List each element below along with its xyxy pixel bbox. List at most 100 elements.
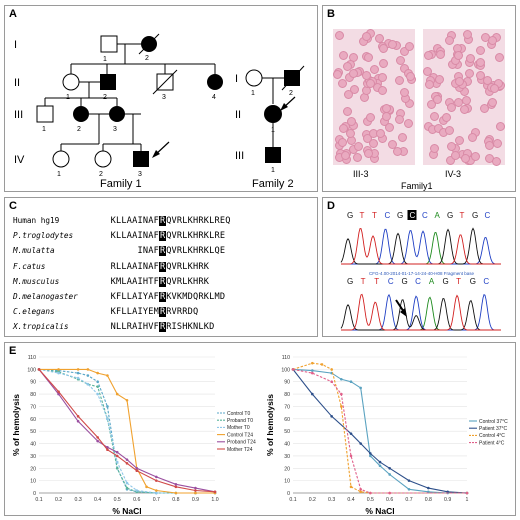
data-point — [57, 368, 60, 371]
data-point — [311, 371, 314, 375]
data-point — [135, 466, 139, 470]
generation-label: IV — [14, 154, 25, 166]
red-cell — [382, 104, 392, 114]
red-cell — [427, 100, 437, 110]
red-cell — [369, 138, 379, 148]
red-cell — [454, 136, 464, 146]
proband-arrow-icon — [152, 141, 170, 158]
data-point — [369, 491, 372, 495]
red-cell — [444, 125, 454, 135]
base-call: A — [435, 211, 441, 220]
data-point — [359, 386, 362, 390]
data-point — [349, 454, 353, 458]
data-point — [155, 475, 158, 479]
red-cell — [435, 49, 445, 59]
base-call: C — [385, 211, 391, 220]
base-call: G — [397, 211, 403, 220]
base-call: T — [361, 277, 366, 286]
conserved-residue: R — [159, 307, 167, 318]
alignment-row: Human hg19 KLLAAINAFRQVRLKHRKLREQ — [13, 215, 230, 230]
y-tick-label: 60 — [30, 417, 36, 423]
red-cell — [338, 137, 348, 147]
data-point — [330, 368, 333, 371]
series-line — [38, 369, 216, 493]
red-cell — [361, 70, 371, 80]
red-cell — [361, 32, 371, 42]
red-cell — [445, 36, 455, 46]
red-cell — [479, 103, 489, 113]
individual-number: 3 — [162, 94, 166, 101]
red-cell — [487, 36, 497, 46]
x-tick-label: 0.2 — [309, 497, 316, 503]
panel-b-label: B — [327, 8, 335, 20]
base-call: C — [415, 277, 421, 286]
individual-number: 1 — [57, 171, 61, 178]
data-point — [145, 485, 148, 489]
data-point — [125, 462, 129, 465]
panel-a-pedigree: A — [4, 5, 318, 192]
data-point — [311, 369, 314, 372]
individual-number: 2 — [103, 94, 107, 101]
individual-number: 4 — [212, 94, 216, 101]
data-point — [213, 490, 217, 494]
y-tick-label: 80 — [30, 392, 36, 398]
species-name: M.mulatta — [13, 246, 55, 256]
x-tick-label: 0.9 — [192, 497, 199, 503]
data-point — [378, 460, 382, 464]
y-axis-label: % of hemolysis — [265, 394, 275, 456]
data-point — [359, 487, 362, 491]
pedigree-female-unaffected — [94, 150, 112, 168]
base-call: T — [372, 211, 377, 220]
panel-c-alignment: C Human hg19 KLLAAINAFRQVRLKHRKLREQ P.trog… — [4, 197, 318, 337]
base-call: T — [374, 277, 379, 286]
sequence-prefix: RLLAAINAF — [110, 261, 159, 272]
sequence-suffix: KVKMDQRKLMD — [166, 292, 226, 302]
x-tick-label: 0.2 — [55, 497, 62, 503]
red-cell — [425, 79, 435, 89]
red-cell — [349, 68, 359, 78]
family2-caption: Family 2 — [252, 178, 294, 190]
red-cell — [476, 57, 486, 67]
panel-b-blood-smears: B III-3 IV-3 Family1 — [322, 5, 516, 192]
x-tick-label: 0.9 — [444, 497, 451, 503]
red-cell — [453, 50, 463, 60]
generation-label: III — [14, 109, 23, 121]
base-call: T — [460, 211, 465, 220]
sequence-prefix: KFLLAIYEM — [110, 307, 159, 318]
data-point — [106, 445, 109, 449]
red-cell — [343, 61, 353, 71]
x-tick-label: 0.6 — [386, 497, 393, 503]
data-point — [194, 489, 197, 492]
red-cell — [333, 69, 343, 79]
red-cell — [339, 51, 349, 61]
red-cell — [376, 128, 386, 138]
panel-a-label: A — [9, 8, 17, 20]
y-tick-label: 70 — [284, 404, 290, 410]
red-cell — [434, 74, 444, 84]
species-name: D.melanogaster — [13, 292, 78, 301]
data-point — [427, 486, 430, 490]
red-cell — [446, 103, 456, 113]
data-point — [125, 481, 129, 485]
legend-label: Control 4°C — [479, 433, 505, 439]
data-point — [135, 489, 139, 492]
x-tick-label: 0.5 — [114, 497, 121, 503]
red-cell — [366, 79, 376, 89]
x-axis-label: % NaCl — [365, 506, 394, 516]
base-call: G — [470, 277, 476, 286]
x-tick-label: 1 — [466, 497, 469, 503]
base-call: C — [388, 277, 394, 286]
legend-label: Patient 37°C — [479, 426, 508, 432]
series-line — [38, 369, 216, 493]
individual-number: 2 — [289, 90, 293, 97]
trace-line — [341, 293, 501, 331]
data-point — [96, 392, 99, 396]
pedigree-female-affected — [73, 106, 89, 122]
species-name: C.elegans — [13, 307, 55, 317]
data-point — [388, 491, 391, 495]
x-tick-label: 0.7 — [405, 497, 412, 503]
y-tick-label: 20 — [284, 466, 290, 472]
individual-number: 2 — [145, 55, 149, 62]
sequence-suffix: QVRLKHRKLQE — [166, 246, 226, 257]
